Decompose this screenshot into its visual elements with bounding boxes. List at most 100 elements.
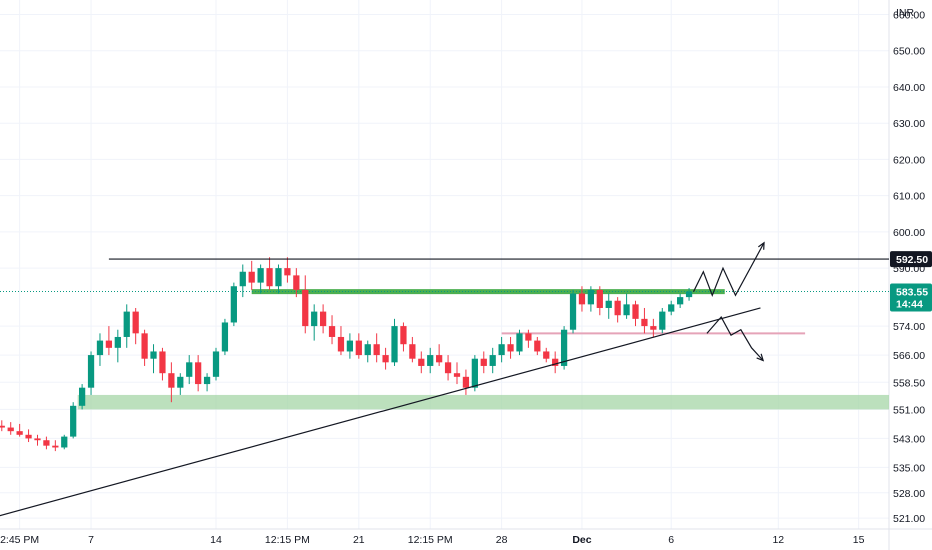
candle-body: [364, 344, 371, 356]
candle: [498, 336, 505, 363]
currency-label: INR: [896, 7, 915, 19]
candle-body: [632, 304, 639, 319]
candle: [400, 322, 407, 352]
candle: [587, 286, 595, 312]
candle-body: [239, 271, 246, 287]
candle: [453, 362, 461, 385]
candle: [328, 315, 336, 345]
candle: [418, 351, 425, 374]
time-tick-label: 12: [772, 534, 784, 546]
candle: [114, 329, 121, 363]
candle: [61, 434, 68, 450]
candle-body: [293, 275, 300, 290]
candle-body: [195, 362, 202, 385]
time-tick-label: 2:45 PM: [0, 534, 39, 546]
candle-body: [337, 336, 345, 352]
candle: [212, 347, 220, 381]
candle-body: [650, 326, 657, 330]
time-axis[interactable]: 2:45 PM 7 14 12:15 PM 21 12:15 PM 28 Dec 6 12 15: [0, 534, 865, 546]
candle-body: [400, 326, 407, 345]
candle: [195, 355, 202, 392]
candle-body: [7, 427, 14, 432]
candle-body: [105, 340, 113, 348]
candle-body: [489, 355, 496, 366]
candle-body: [355, 340, 362, 356]
candle-body: [605, 300, 612, 308]
candle-body: [569, 293, 577, 330]
candle-body: [25, 434, 32, 439]
candle: [293, 268, 300, 298]
candle-body: [168, 373, 175, 388]
candle-body: [52, 445, 59, 448]
price-tick-label: 660.00: [893, 9, 925, 21]
candle-body: [498, 344, 505, 356]
candle-body: [87, 355, 95, 388]
time-tick-label: 7: [88, 534, 94, 546]
candle-body: [436, 355, 443, 363]
candle-body: [346, 340, 354, 352]
time-tick-label: 6: [668, 534, 674, 546]
candle: [641, 307, 648, 334]
candle-body: [578, 293, 586, 305]
candle: [534, 336, 541, 356]
candle: [177, 373, 184, 395]
candle: [16, 423, 23, 437]
candle: [659, 307, 666, 334]
candle: [168, 362, 175, 403]
candle-body: [587, 289, 595, 305]
candle: [685, 288, 693, 301]
price-badges: 592.50 583.55 14:44: [890, 251, 932, 312]
candle-body: [203, 376, 211, 385]
candle: [43, 436, 50, 450]
candle-body: [614, 300, 621, 316]
candle: [552, 351, 559, 374]
candle-body: [471, 358, 478, 388]
price-tick-label: 620.00: [893, 154, 925, 166]
price-axis[interactable]: INR 521.00 528.00 535.00 543.00 551.00 558.50…: [893, 7, 925, 525]
candle-body: [43, 440, 50, 446]
candle-body: [16, 431, 23, 435]
price-tick-label: 610.00: [893, 191, 925, 203]
chart-drawings: [0, 241, 889, 517]
candle-body: [534, 340, 541, 352]
candle-body: [221, 322, 229, 352]
last-price-label: 583.55: [896, 286, 928, 298]
candle: [677, 293, 684, 308]
candle: [569, 289, 577, 334]
candle-body: [159, 351, 166, 374]
candle: [221, 318, 229, 356]
time-tick-label: 12:15 PM: [408, 534, 453, 546]
candle-body: [123, 311, 130, 337]
time-tick-label: 14: [210, 534, 222, 546]
candle: [78, 384, 86, 410]
candle-body: [230, 286, 237, 323]
time-tick-label: 15: [853, 534, 865, 546]
candle: [632, 300, 639, 327]
candle-body: [212, 351, 220, 377]
candle-body: [543, 351, 550, 359]
price-tick-label: 650.00: [893, 46, 925, 58]
candle: [123, 304, 130, 348]
candle: [150, 344, 157, 374]
candle: [382, 347, 389, 370]
candle: [275, 264, 282, 294]
candle-body: [641, 318, 648, 327]
candle-body: [560, 329, 568, 366]
candle: [105, 326, 113, 356]
candle: [623, 293, 630, 319]
candle: [319, 304, 327, 334]
price-tick-label: 558.50: [893, 377, 925, 389]
candle: [25, 429, 32, 443]
candle: [346, 333, 354, 359]
candle: [543, 347, 550, 363]
candle-body: [453, 373, 461, 377]
candle: [52, 440, 59, 452]
candle-body: [409, 344, 416, 359]
candle-body: [668, 304, 675, 312]
candle-body: [257, 268, 264, 283]
price-tick-label: 551.00: [893, 404, 925, 416]
candle: [444, 355, 452, 381]
candle: [96, 333, 104, 366]
candle-body: [507, 344, 514, 352]
